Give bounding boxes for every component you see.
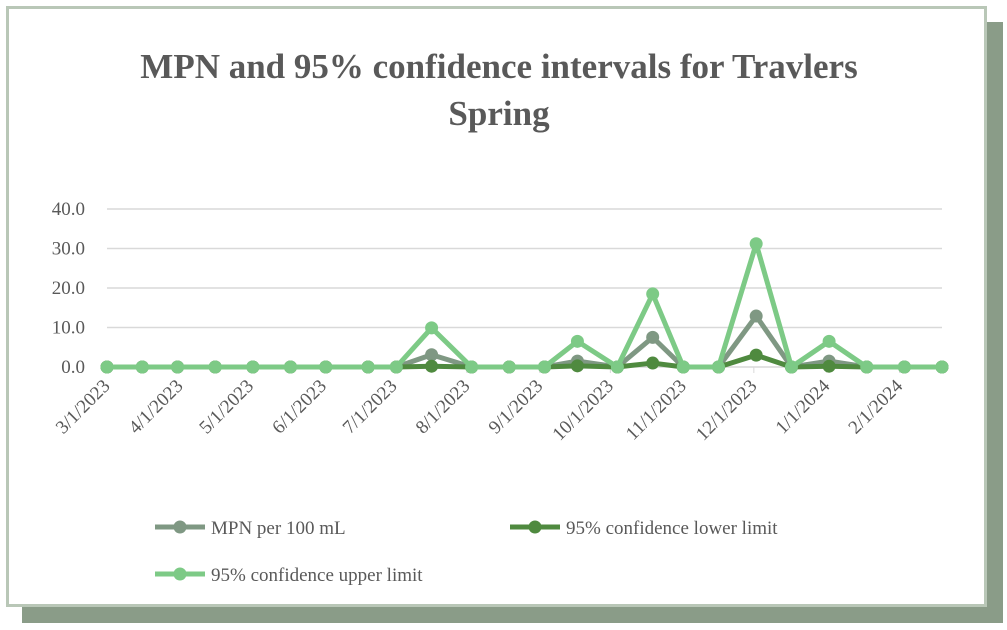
x-tick-label: 3/1/2023 [52,376,115,439]
point [171,360,185,374]
x-tick-label: 6/1/2023 [268,376,331,439]
y-tick-label: 0.0 [61,357,85,378]
x-tick-label: 7/1/2023 [339,376,402,439]
x-tick-label: 5/1/2023 [195,376,258,439]
point [676,360,690,374]
point [425,348,439,362]
x-tick-label: 10/1/2023 [549,376,618,445]
point [784,360,798,374]
point [749,237,763,251]
x-tick-label: 8/1/2023 [412,376,475,439]
series-line [107,241,942,370]
y-tick-label: 40.0 [52,199,85,220]
point [570,359,584,373]
x-tick-label: 9/1/2023 [485,376,548,439]
series-line [107,313,942,370]
point [897,360,911,374]
point [860,360,874,374]
point [465,360,479,374]
legend-label: 95% confidence lower limit [566,518,778,539]
x-tick-label: 11/1/2023 [622,376,691,445]
legend-marker [173,567,187,581]
point [389,360,403,374]
chart-card: MPN and 95% confidence intervals for Tra… [6,6,987,607]
point [646,356,660,370]
chart-title: MPN and 95% confidence intervals for Tra… [140,47,858,133]
legend-marker [528,520,542,534]
x-tick-label: 12/1/2023 [692,376,761,445]
point [570,334,584,348]
point [749,309,763,323]
y-tick-label: 20.0 [52,278,85,299]
point [822,359,836,373]
legend-label: 95% confidence upper limit [211,565,423,586]
x-tick-label: 2/1/2024 [845,375,908,438]
x-tick-label: 1/1/2024 [772,375,835,438]
point [537,360,551,374]
legend-marker [173,520,187,534]
point [283,360,297,374]
point [935,360,949,374]
point [712,360,726,374]
x-tick-label: 4/1/2023 [125,376,188,439]
y-tick-label: 30.0 [52,239,85,260]
point [246,360,260,374]
point [100,360,114,374]
y-tick-label: 10.0 [52,318,85,339]
point [135,360,149,374]
point [646,330,660,344]
point [208,360,222,374]
point [425,321,439,335]
point [749,348,763,362]
point [425,359,439,373]
point [610,360,624,374]
point [646,287,660,301]
legend-label: MPN per 100 mL [211,518,346,539]
point [822,334,836,348]
point [319,360,333,374]
point [502,360,516,374]
point [361,360,375,374]
